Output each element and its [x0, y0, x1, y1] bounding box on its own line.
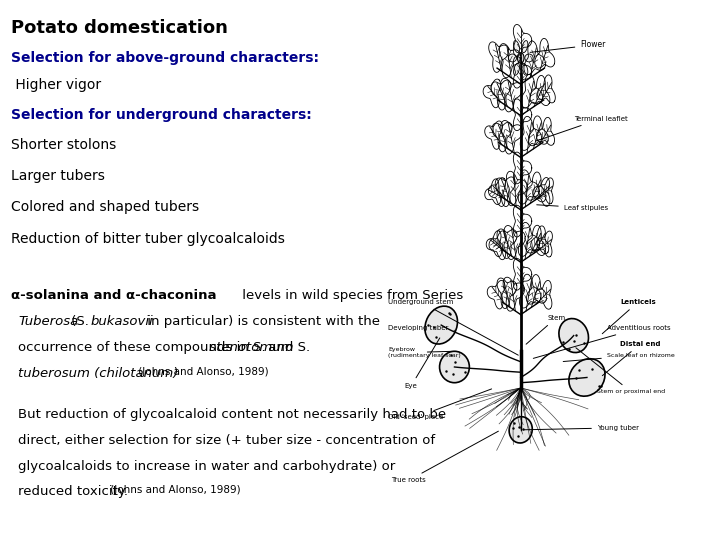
Ellipse shape: [522, 40, 528, 52]
Text: Higher vigor: Higher vigor: [11, 78, 101, 92]
Text: Old 'seed' piece: Old 'seed' piece: [388, 389, 492, 420]
Text: Colored and shaped tubers: Colored and shaped tubers: [11, 200, 199, 214]
Text: Eyebrow
(rudimentary leaf scar): Eyebrow (rudimentary leaf scar): [388, 347, 461, 357]
Text: Selection for underground characters:: Selection for underground characters:: [11, 108, 312, 122]
Ellipse shape: [439, 351, 469, 383]
Ellipse shape: [425, 306, 457, 344]
Text: Reduction of bitter tuber glycoalcaloids: Reduction of bitter tuber glycoalcaloids: [11, 232, 284, 246]
Ellipse shape: [508, 54, 516, 62]
Text: reduced toxicity.: reduced toxicity.: [18, 485, 128, 498]
Text: α-solanina and α-chaconina: α-solanina and α-chaconina: [11, 289, 216, 302]
Text: Stem or proximal end: Stem or proximal end: [576, 348, 665, 394]
Text: Terminal leaflet: Terminal leaflet: [536, 116, 627, 141]
Ellipse shape: [509, 417, 532, 443]
Text: Young tuber: Young tuber: [523, 425, 639, 431]
Text: True roots: True roots: [392, 431, 498, 483]
Ellipse shape: [513, 63, 520, 75]
Text: (Johns and Alonso, 1989): (Johns and Alonso, 1989): [107, 485, 240, 496]
Text: Underground stem: Underground stem: [388, 299, 518, 355]
Text: Eye: Eye: [405, 338, 440, 389]
Ellipse shape: [522, 63, 528, 75]
Text: Adventitious roots: Adventitious roots: [534, 325, 670, 359]
Text: Stem: Stem: [526, 315, 565, 344]
Ellipse shape: [559, 319, 588, 353]
Ellipse shape: [513, 40, 520, 52]
Text: bukasovii: bukasovii: [91, 315, 153, 328]
Text: and S.: and S.: [264, 341, 310, 354]
Text: direct, either selection for size (+ tuber size - concentration of: direct, either selection for size (+ tub…: [18, 434, 435, 447]
Text: tuberosum (chilotanum): tuberosum (chilotanum): [18, 367, 179, 380]
Circle shape: [518, 53, 524, 63]
Text: Selection for above-ground characters:: Selection for above-ground characters:: [11, 51, 319, 65]
Text: (Johns and Alonso, 1989): (Johns and Alonso, 1989): [135, 367, 269, 377]
Text: (S.: (S.: [67, 315, 93, 328]
Text: Developing tuber: Developing tuber: [388, 325, 454, 332]
Ellipse shape: [569, 359, 605, 396]
Text: in particular) is consistent with the: in particular) is consistent with the: [143, 315, 379, 328]
Ellipse shape: [525, 54, 533, 62]
Text: occurrence of these compounds in S.: occurrence of these compounds in S.: [18, 341, 266, 354]
Text: Distal end: Distal end: [603, 341, 660, 376]
Text: Scale leaf on rhizome: Scale leaf on rhizome: [563, 353, 675, 361]
Text: Flower: Flower: [530, 40, 606, 52]
Text: Potato domestication: Potato domestication: [11, 19, 228, 37]
Text: Tuberosa: Tuberosa: [18, 315, 78, 328]
Text: stenotomum: stenotomum: [205, 341, 294, 354]
Text: Leaf stipules: Leaf stipules: [536, 205, 608, 211]
Text: But reduction of glycoalcaloid content not necessarily had to be: But reduction of glycoalcaloid content n…: [18, 408, 446, 421]
Text: Lenticels: Lenticels: [602, 299, 656, 334]
Text: levels in wild species from Series: levels in wild species from Series: [238, 289, 463, 302]
Text: Shorter stolons: Shorter stolons: [11, 138, 116, 152]
Text: glycoalcaloids to increase in water and carbohydrate) or: glycoalcaloids to increase in water and …: [18, 460, 395, 472]
Text: Larger tubers: Larger tubers: [11, 169, 104, 183]
